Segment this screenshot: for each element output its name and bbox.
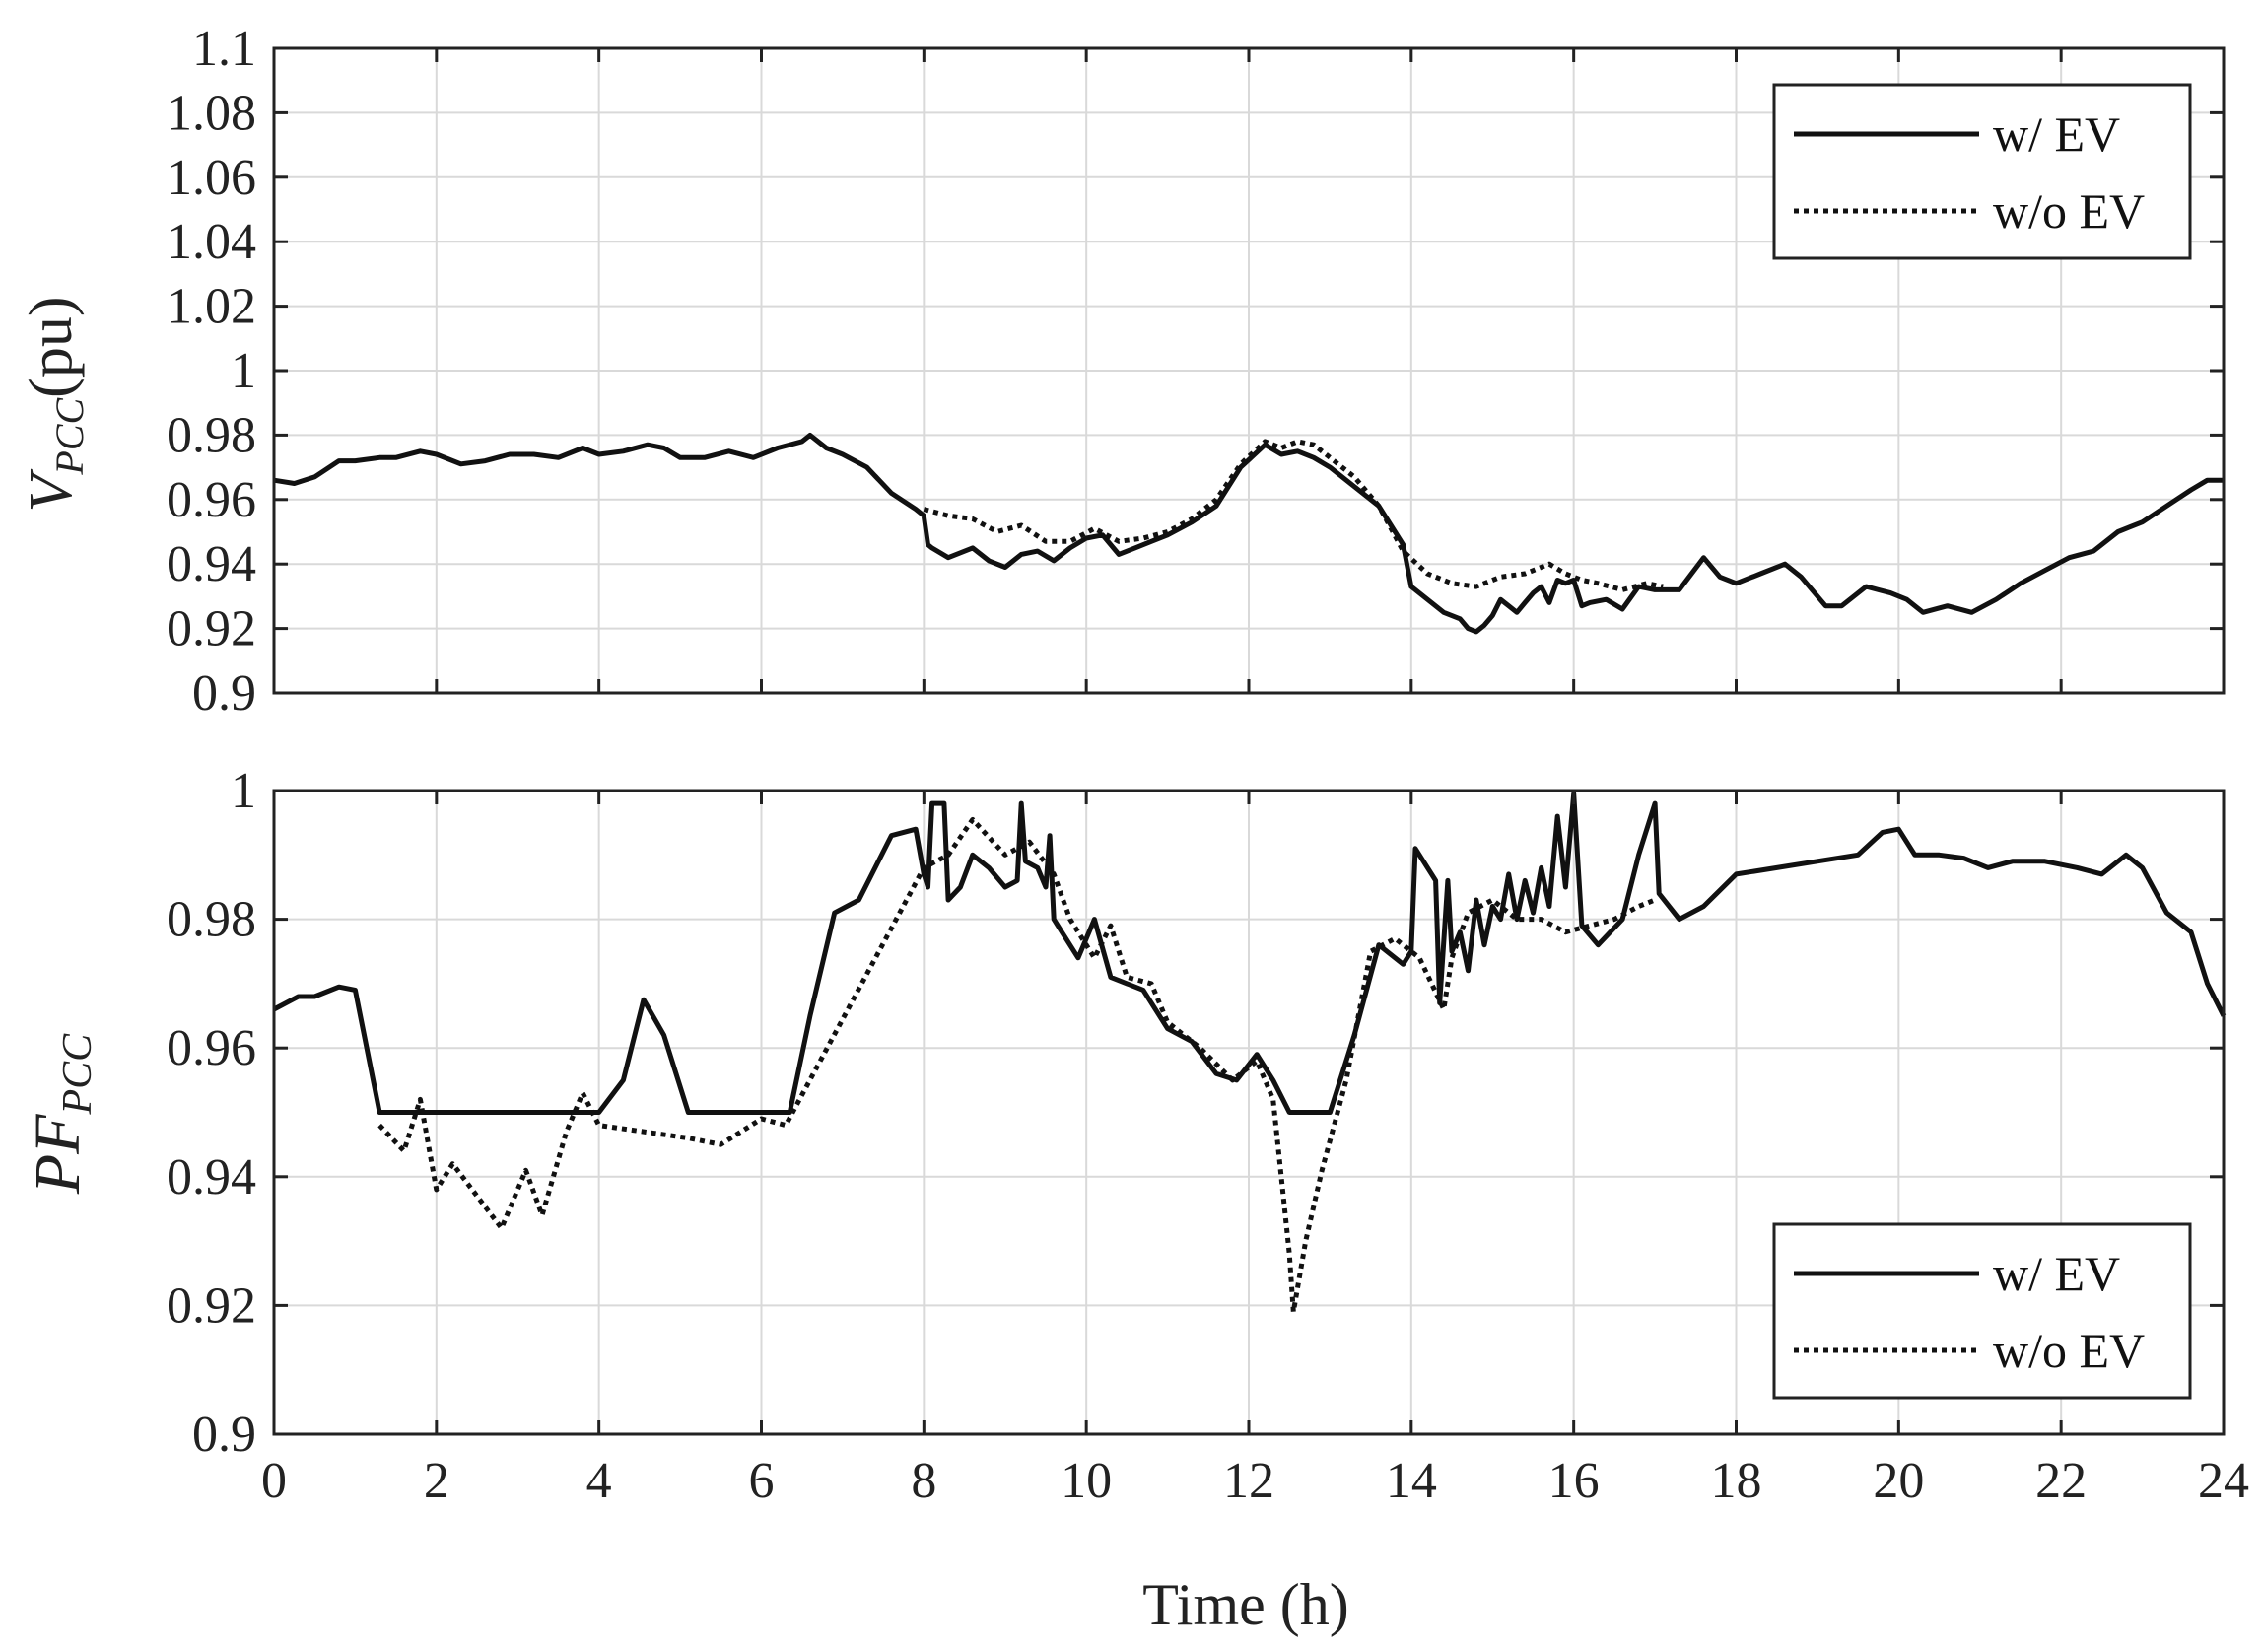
x-tick-label: 12 bbox=[1223, 1453, 1274, 1509]
x-tick-label: 22 bbox=[2035, 1453, 2087, 1509]
x-tick-label: 10 bbox=[1061, 1453, 1112, 1509]
x-tick-label: 4 bbox=[586, 1453, 612, 1509]
y-tick-label: 1.04 bbox=[167, 214, 256, 270]
voltage-y-tick-labels: 0.9 0.92 0.94 0.96 0.98 1 1.02 1.04 1.06 1.08 1.1 bbox=[167, 21, 256, 722]
y-tick-label: 0.92 bbox=[167, 1277, 256, 1334]
voltage-ticks bbox=[272, 46, 2226, 695]
pf-series bbox=[272, 791, 2227, 1315]
legend-box bbox=[1772, 1222, 2192, 1400]
y-tick-label: 1 bbox=[231, 763, 256, 819]
power-factor-panel: 0.90.920.940.960.981 0 2 4 6 8 10 12 14 16 18 20 22… bbox=[22, 763, 2249, 1509]
x-tick-label: 14 bbox=[1386, 1453, 1437, 1509]
y-tick-label: 0.9 bbox=[192, 665, 256, 722]
y-tick-label: 1.02 bbox=[167, 279, 256, 335]
y-tick-label: 1.08 bbox=[167, 85, 256, 141]
series-line-without-ev bbox=[377, 816, 1657, 1315]
pf-x-tick-labels: 0 2 4 6 8 10 12 14 16 18 20 22 24 bbox=[261, 1453, 2249, 1509]
x-tick-label: 2 bbox=[424, 1453, 449, 1509]
x-tick-label: 0 bbox=[261, 1453, 287, 1509]
x-tick-label: 24 bbox=[2198, 1453, 2249, 1509]
voltage-series bbox=[273, 432, 2224, 635]
pf-y-tick-labels: 0.9 0.92 0.94 0.96 0.98 1 bbox=[167, 763, 256, 1463]
voltage-legend: w/ EV w/o EV bbox=[1772, 83, 2192, 260]
y-tick-label: 0.96 bbox=[167, 472, 256, 528]
y-tick-label: 0.94 bbox=[167, 1149, 256, 1205]
y-tick-label: 0.98 bbox=[167, 892, 256, 948]
x-tick-label: 18 bbox=[1711, 1453, 1762, 1509]
voltage-y-axis-label: VPCC(pu) bbox=[18, 297, 92, 513]
legend-label-with-ev: w/ EV bbox=[1993, 106, 2120, 162]
x-tick-label: 16 bbox=[1548, 1453, 1600, 1509]
y-tick-label: 1 bbox=[231, 343, 256, 399]
voltage-panel: 0.90.920.940.960.9811.021.041.061.081.1 … bbox=[18, 21, 2226, 722]
legend-box bbox=[1772, 83, 2192, 260]
y-tick-label: 0.92 bbox=[167, 601, 256, 657]
y-tick-label: 0.9 bbox=[192, 1407, 256, 1463]
x-tick-label: 20 bbox=[1873, 1453, 1924, 1509]
y-tick-label: 0.98 bbox=[167, 407, 256, 463]
legend-label-without-ev: w/o EV bbox=[1993, 1323, 2145, 1378]
legend-label-without-ev: w/o EV bbox=[1993, 183, 2145, 239]
pf-ticks bbox=[272, 789, 2226, 1436]
series-line-without-ev bbox=[923, 439, 1664, 592]
legend-label-with-ev: w/ EV bbox=[1993, 1246, 2120, 1301]
y-tick-label: 0.96 bbox=[167, 1020, 256, 1076]
x-tick-label: 6 bbox=[749, 1453, 775, 1509]
pf-y-axis-label: PFPCC bbox=[22, 1033, 101, 1195]
x-tick-label: 8 bbox=[911, 1453, 936, 1509]
series-line-with-ev bbox=[272, 791, 2227, 1115]
y-tick-label: 1.06 bbox=[167, 150, 256, 206]
y-tick-label: 0.94 bbox=[167, 536, 256, 592]
y-tick-label: 1.1 bbox=[192, 21, 256, 77]
series-line-with-ev bbox=[273, 432, 2224, 635]
pf-legend: w/ EV w/o EV bbox=[1772, 1222, 2192, 1400]
x-axis-label: Time (h) bbox=[1142, 1572, 1348, 1637]
